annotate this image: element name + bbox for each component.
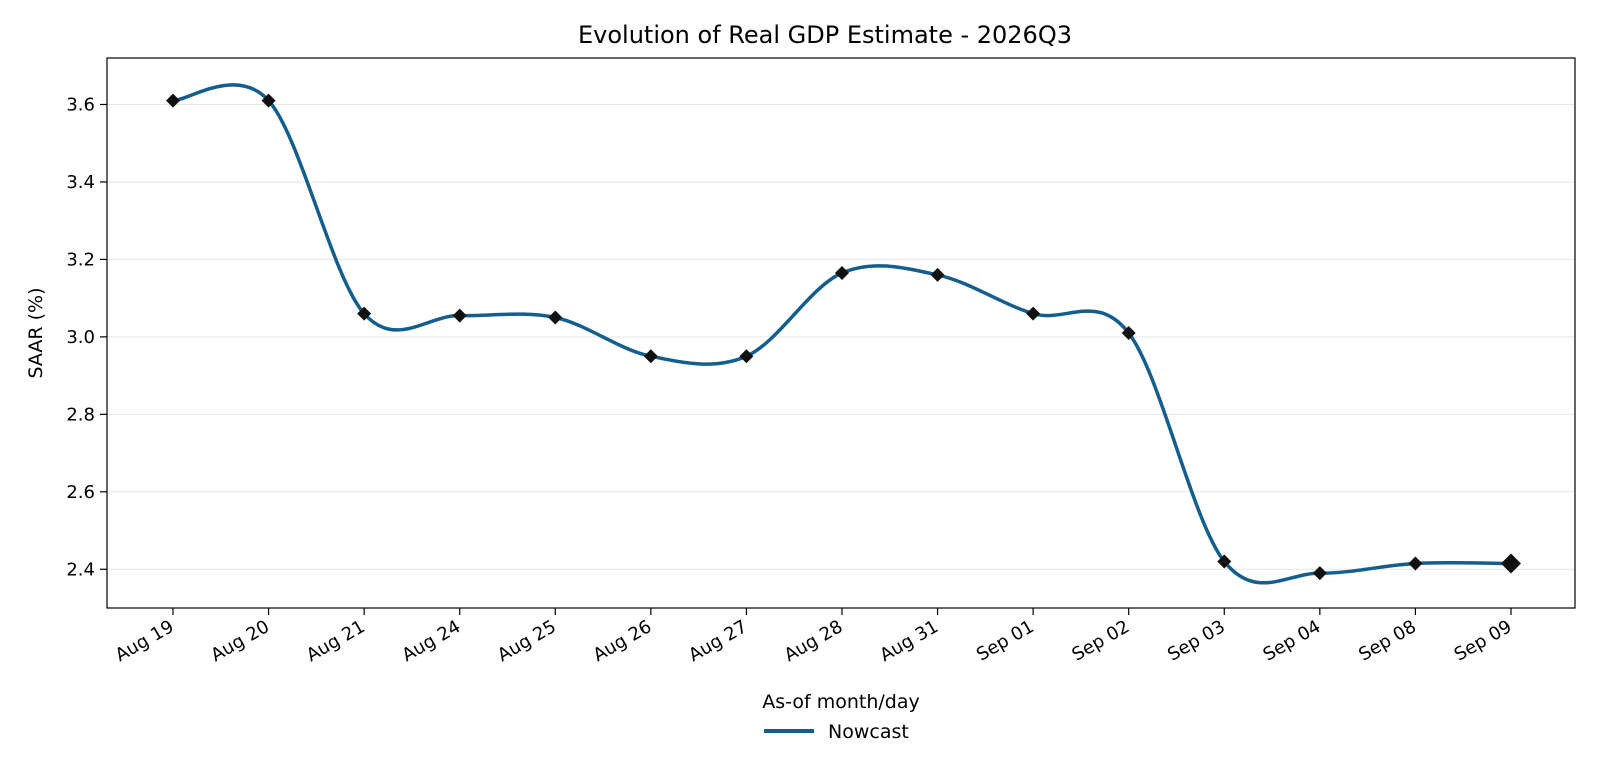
data-point-marker: [739, 349, 754, 364]
x-tick-label: Aug 21: [303, 616, 369, 666]
y-axis: 2.4 2.6 2.8 3.0 3.2 3.4 3.6: [66, 94, 107, 580]
y-tick-label: 3.0: [66, 327, 95, 348]
data-point-marker: [1500, 553, 1521, 574]
data-point-marker: [548, 310, 563, 325]
y-tick-label: 2.4: [66, 559, 95, 580]
y-tick-label: 2.8: [66, 404, 95, 425]
y-tick-label: 3.6: [66, 94, 95, 115]
x-tick-label: Aug 25: [494, 616, 560, 666]
y-tick-label: 2.6: [66, 482, 95, 503]
x-axis: Aug 19 Aug 20 Aug 21 Aug 24 Aug 25 Aug 26 Aug …: [112, 608, 1516, 666]
x-tick-label: Aug 20: [207, 616, 273, 666]
plot-frame: [106, 57, 1576, 609]
legend: Nowcast: [764, 721, 909, 743]
x-tick-label: Sep 04: [1260, 616, 1325, 665]
x-tick-label: Sep 01: [973, 616, 1038, 665]
data-point-marker: [1121, 326, 1136, 340]
x-tick-label: Aug 31: [876, 616, 942, 666]
data-point-marker: [834, 265, 849, 280]
y-tick-label: 3.2: [66, 249, 95, 270]
x-tick-label: Aug 27: [685, 616, 751, 666]
data-point-marker: [452, 308, 467, 323]
data-point-marker: [1408, 556, 1423, 571]
x-tick-label: Aug 28: [781, 616, 847, 666]
data-point-marker: [1217, 554, 1232, 569]
grid-lines: [107, 103, 1575, 570]
x-tick-label: Aug 19: [112, 616, 178, 666]
data-point-marker: [1026, 306, 1041, 321]
x-tick-label: Aug 26: [590, 616, 656, 666]
x-tick-label: Sep 02: [1069, 616, 1134, 665]
data-point-marker: [261, 93, 276, 108]
data-point-marker: [1312, 566, 1327, 581]
x-tick-label: Sep 03: [1164, 616, 1229, 665]
data-markers: [166, 93, 1521, 581]
series-lines: [172, 83, 1511, 585]
x-axis-title: As-of month/day: [762, 691, 919, 713]
data-point-marker: [930, 267, 945, 282]
series-line-nowcast: [172, 83, 1511, 585]
x-tick-label: Sep 08: [1355, 616, 1420, 665]
y-tick-label: 3.4: [66, 172, 95, 193]
chart-title: Evolution of Real GDP Estimate - 2026Q3: [578, 21, 1072, 49]
data-point-marker: [643, 349, 658, 364]
x-tick-label: Sep 09: [1451, 616, 1516, 665]
data-point-marker: [166, 93, 180, 108]
x-tick-label: Aug 24: [398, 616, 464, 666]
y-axis-title: SAAR (%): [25, 287, 47, 378]
legend-label-nowcast: Nowcast: [828, 721, 909, 743]
data-point-marker: [357, 306, 372, 321]
